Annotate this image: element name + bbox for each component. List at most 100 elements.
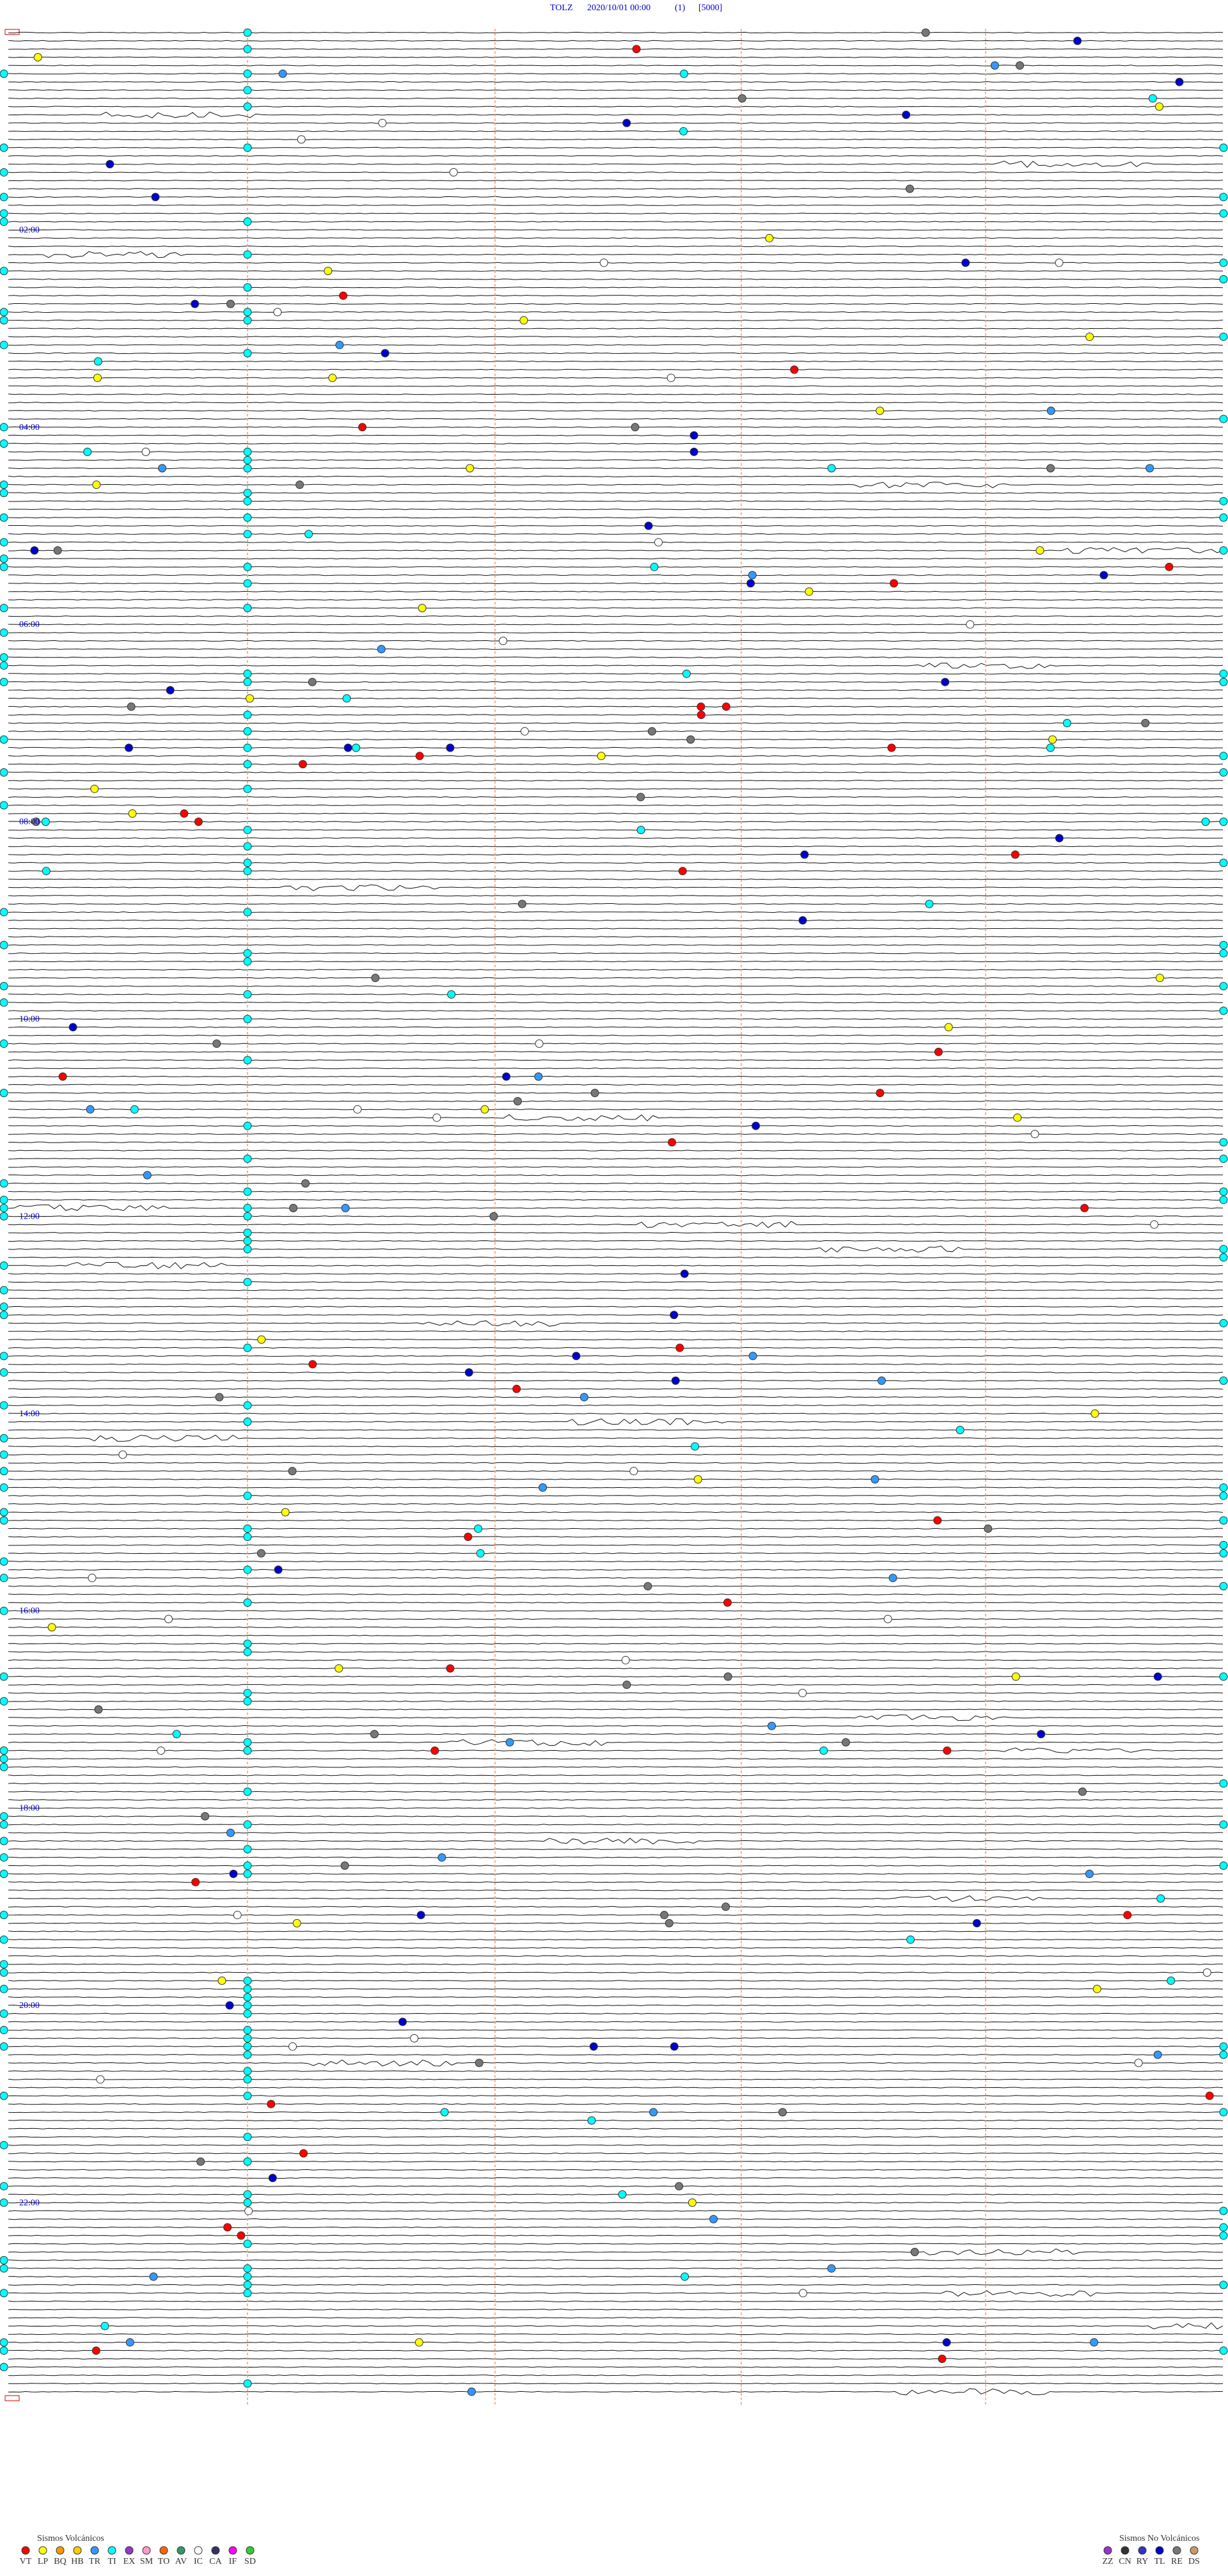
trace	[8, 993, 1224, 995]
event-marker	[158, 464, 167, 473]
event-marker	[0, 1212, 8, 1221]
header: TOLZ 2020/10/01 00:00 (1) [5000]	[550, 3, 722, 13]
event-marker	[446, 743, 455, 752]
event-marker	[466, 464, 475, 473]
legend-code: TI	[107, 2557, 116, 2566]
event-marker	[622, 118, 631, 127]
station: TOLZ	[550, 3, 573, 13]
event-marker	[0, 1467, 8, 1476]
trace	[8, 196, 1224, 198]
event-marker	[243, 1187, 252, 1196]
event-marker	[244, 2206, 253, 2215]
event-marker	[0, 1311, 8, 1320]
event-marker	[243, 908, 252, 917]
event-marker	[1219, 1672, 1228, 1681]
event-marker	[127, 702, 136, 711]
trace	[8, 1114, 1224, 1121]
legend-swatch	[1121, 2546, 1130, 2555]
trace	[8, 1371, 1224, 1373]
event-marker	[243, 604, 252, 612]
event-marker	[1030, 1130, 1039, 1139]
event-marker	[1202, 1968, 1211, 1977]
event-marker	[1219, 2108, 1228, 2117]
trace	[8, 1297, 1224, 1300]
trace	[8, 2290, 1224, 2297]
event-marker	[1219, 143, 1228, 152]
event-marker	[1219, 1138, 1228, 1147]
trace	[8, 919, 1224, 921]
event-marker	[1219, 1820, 1228, 1829]
legend-swatch	[1172, 2546, 1181, 2555]
event-marker	[621, 1655, 630, 1664]
trace	[8, 1034, 1224, 1036]
event-marker	[1167, 1976, 1176, 1985]
legend-swatch	[246, 2546, 255, 2555]
event-marker	[243, 562, 252, 571]
trace	[8, 755, 1224, 757]
event-marker	[0, 423, 8, 432]
event-marker	[0, 1697, 8, 1706]
event-marker	[47, 1623, 56, 1632]
trace	[8, 106, 1224, 107]
event-marker	[778, 2108, 787, 2117]
event-marker	[689, 431, 698, 440]
trace	[8, 161, 1224, 168]
trace	[8, 2259, 1224, 2261]
event-marker	[243, 283, 252, 292]
event-marker	[166, 686, 175, 695]
event-marker	[0, 1434, 8, 1442]
event-marker	[243, 2034, 252, 2043]
trace	[8, 1100, 1224, 1102]
trace	[8, 903, 1224, 905]
legend-swatch	[211, 2546, 220, 2555]
event-marker	[1153, 2050, 1162, 2059]
trace	[8, 1714, 1224, 1721]
trace	[8, 2218, 1224, 2220]
event-marker	[798, 916, 807, 925]
event-marker	[1219, 275, 1228, 283]
trace	[8, 2375, 1224, 2376]
event-marker	[589, 2042, 598, 2051]
event-marker	[191, 299, 200, 308]
event-marker	[278, 69, 287, 78]
trace	[8, 525, 1224, 527]
event-marker	[1219, 1006, 1228, 1015]
event-marker	[212, 1039, 221, 1048]
event-marker	[215, 1393, 224, 1402]
event-marker	[243, 143, 252, 152]
event-marker	[1219, 1376, 1228, 1385]
event-marker	[876, 1089, 885, 1098]
event-marker	[476, 1549, 485, 1558]
event-marker	[0, 308, 8, 317]
event-marker	[579, 1393, 588, 1402]
legend-code: TR	[89, 2557, 101, 2566]
event-marker	[0, 1960, 8, 1969]
trace	[8, 1204, 1224, 1212]
event-marker	[226, 1828, 235, 1837]
event-marker	[1219, 2223, 1228, 2232]
legend: Sismos Volcánicos VT LP BQ HB TR TI EX SM TO AV IC C…	[20, 2534, 1200, 2566]
event-marker	[281, 1508, 290, 1517]
event-marker	[0, 1039, 8, 1048]
trace	[8, 1067, 1224, 1070]
event-marker	[842, 1738, 850, 1747]
event-marker	[1219, 1318, 1228, 1327]
event-marker	[243, 513, 252, 522]
event-marker	[432, 1113, 441, 1122]
legend-swatch	[142, 2546, 151, 2555]
event-marker	[1219, 858, 1228, 867]
trace	[8, 1075, 1224, 1078]
event-marker	[447, 990, 456, 999]
event-marker	[675, 2182, 684, 2191]
event-marker	[1046, 743, 1055, 752]
event-marker	[353, 1105, 362, 1114]
event-marker	[1219, 949, 1228, 958]
trace	[8, 1799, 1224, 1801]
event-marker	[941, 677, 950, 686]
event-marker	[680, 1269, 689, 1278]
event-marker	[1148, 94, 1157, 103]
trace	[8, 771, 1224, 773]
legend-swatch	[21, 2546, 30, 2555]
hour-label: 20:00	[19, 2001, 40, 2011]
event-marker	[96, 2075, 105, 2084]
